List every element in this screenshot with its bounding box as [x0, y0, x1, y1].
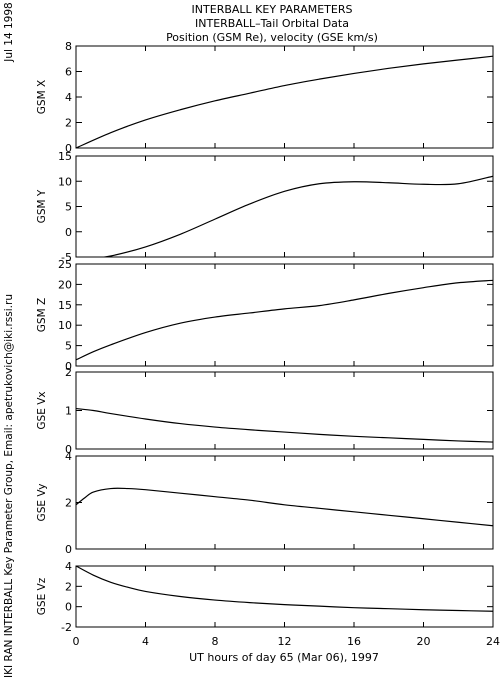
y-tick-label: 4: [65, 91, 72, 104]
series-line: [76, 487, 493, 527]
panel-3: 0 5 10 15 20 25 GSM Z: [36, 258, 494, 373]
y-axis-label: GSM Y: [36, 189, 48, 223]
y-axis-label: GSE Vz: [36, 577, 48, 615]
y-tick-label: 1: [65, 405, 72, 418]
date-label: Jul 14 1998: [3, 2, 15, 62]
y-tick-label: 2: [65, 366, 72, 379]
x-tick-label: 16: [347, 635, 361, 648]
x-tick-label: 8: [212, 635, 219, 648]
y-axis-label: GSM X: [36, 80, 48, 114]
y-tick-label: 10: [58, 319, 72, 332]
x-tick-label: 4: [142, 635, 149, 648]
y-tick-label: 6: [65, 66, 72, 79]
y-tick-label: 0: [65, 543, 72, 556]
y-tick-label: 10: [58, 175, 72, 188]
y-tick-label: -5: [61, 251, 72, 264]
series-line: [76, 279, 493, 361]
y-tick-label: 0: [65, 443, 72, 456]
series-line: [99, 175, 493, 257]
plot-frame: [75, 565, 494, 628]
y-tick-label: 2: [65, 117, 72, 130]
y-axis-label: GSE Vx: [36, 391, 48, 429]
series-line: [76, 55, 493, 148]
y-axis-label: GSM Z: [36, 298, 48, 332]
panel-2: -5 0 5 10 15 GSM Y: [36, 150, 494, 264]
title-line-1: INTERBALL KEY PARAMETERS: [192, 3, 353, 16]
panel-1: 0 2 4 6 8 GSM X: [36, 40, 494, 155]
plot-frame: [75, 371, 494, 450]
y-axis-label: GSE Vy: [36, 484, 48, 522]
plot-frame: [75, 263, 494, 367]
x-axis-label: UT hours of day 65 (Mar 06), 1997: [189, 651, 379, 664]
panel-5: 0 2 4 GSE Vy: [36, 450, 494, 556]
x-tick-label: 20: [417, 635, 431, 648]
y-tick-label: 5: [65, 201, 72, 214]
y-tick-label: -2: [61, 621, 72, 634]
x-tick-label: 0: [73, 635, 80, 648]
y-tick-label: 25: [58, 258, 72, 271]
x-tick-label: 24: [486, 635, 500, 648]
y-tick-label: 2: [65, 580, 72, 593]
title-line-2: INTERBALL–Tail Orbital Data: [195, 17, 349, 30]
y-tick-label: 0: [65, 360, 72, 373]
credit-label: IKI RAN INTERBALL Key Parameter Group, E…: [3, 294, 15, 678]
y-tick-label: 5: [65, 340, 72, 353]
y-tick-label: 20: [58, 278, 72, 291]
y-tick-label: 4: [65, 450, 72, 463]
x-tick-label: 12: [278, 635, 292, 648]
panel-4: 0 1 2 GSE Vx: [36, 366, 494, 456]
title-line-3: Position (GSM Re), velocity (GSE km/s): [166, 31, 378, 44]
series-line: [76, 407, 493, 443]
series-line: [76, 566, 493, 612]
y-tick-label: 0: [65, 142, 72, 155]
y-tick-label: 0: [65, 226, 72, 239]
y-tick-label: 15: [58, 299, 72, 312]
y-tick-label: 8: [65, 40, 72, 53]
y-tick-label: 2: [65, 497, 72, 510]
plot-frame: [75, 45, 494, 149]
y-tick-label: 15: [58, 150, 72, 163]
y-tick-label: 4: [65, 560, 72, 573]
plot-frame: [75, 455, 494, 550]
y-tick-label: 0: [65, 601, 72, 614]
plot-frame: [75, 155, 494, 258]
